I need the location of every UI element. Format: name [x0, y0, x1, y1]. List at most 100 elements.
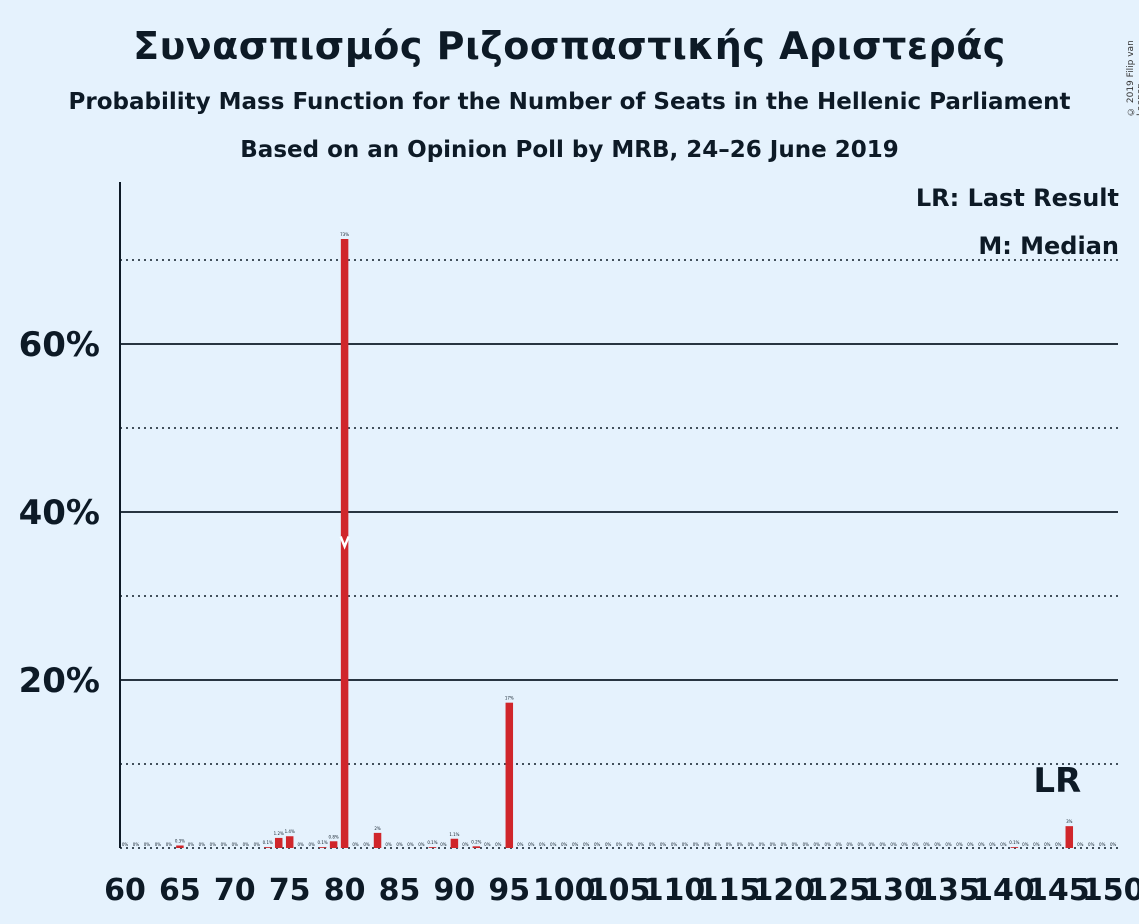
bar-value-label: 0% [847, 842, 854, 847]
x-tick-label: 85 [379, 873, 421, 908]
bar-value-label: 0.1% [318, 840, 328, 845]
x-tick-label: 70 [214, 873, 256, 908]
bar-value-label: 0% [166, 842, 173, 847]
bar-value-label: 0% [748, 842, 755, 847]
bar-value-label: 73% [340, 232, 349, 237]
bar-value-label: 0% [308, 842, 315, 847]
bar-value-label: 0% [671, 842, 678, 847]
bar-value-label: 0% [781, 842, 788, 847]
bar-value-label: 0% [188, 842, 195, 847]
bar-value-label: 0% [539, 842, 546, 847]
bar-value-label: 1.4% [285, 829, 295, 834]
bar [472, 846, 481, 848]
bar-value-label: 0% [1044, 842, 1051, 847]
bar-value-label: 0% [440, 842, 447, 847]
bar [373, 832, 382, 848]
bar [329, 841, 338, 848]
bar-value-label: 0% [627, 842, 634, 847]
bar-value-label: 0% [495, 842, 502, 847]
bar-value-label: 0% [385, 842, 392, 847]
bar-value-label: 0% [155, 842, 162, 847]
bar-value-label: 0% [1000, 842, 1007, 847]
bar-value-label: 0% [945, 842, 952, 847]
bar-value-label: 0% [967, 842, 974, 847]
bar-value-label: 0% [221, 842, 228, 847]
bar-value-label: 0% [396, 842, 403, 847]
x-tick-label: 100 [533, 873, 596, 908]
bar-value-label: 0% [407, 842, 414, 847]
x-tick-label: 145 [1027, 873, 1090, 908]
x-tick-label: 140 [972, 873, 1035, 908]
bar [505, 702, 514, 848]
bar-value-label: 0% [594, 842, 601, 847]
bar-value-label: 0% [737, 842, 744, 847]
bar-value-label: 0% [133, 842, 140, 847]
bar-value-label: 0% [989, 842, 996, 847]
median-marker [339, 536, 350, 550]
bar [285, 836, 294, 848]
bar-value-label: 0% [561, 842, 568, 847]
bar [318, 847, 327, 848]
bar-value-label: 0% [199, 842, 206, 847]
bar-value-label: 0% [550, 842, 557, 847]
bar-value-label: 0% [1088, 842, 1095, 847]
x-tick-label: 150 [1082, 873, 1139, 908]
bar-value-label: 0% [803, 842, 810, 847]
bar [1010, 847, 1019, 848]
bar-value-label: 0% [572, 842, 579, 847]
x-tick-label: 125 [807, 873, 870, 908]
bar-value-label: 0% [901, 842, 908, 847]
bar-value-label: 0% [1099, 842, 1106, 847]
bar-value-label: 0% [1110, 842, 1117, 847]
bar-value-label: 0% [682, 842, 689, 847]
x-tick-label: 115 [698, 873, 761, 908]
chart-subtitle-source: Based on an Opinion Poll by MRB, 24–26 J… [240, 137, 899, 163]
chart-subtitle: Probability Mass Function for the Number… [68, 89, 1071, 115]
bar-value-label: 0% [660, 842, 667, 847]
bar-value-label: 0% [232, 842, 239, 847]
bar-value-label: 0% [934, 842, 941, 847]
y-tick-label: 60% [19, 325, 100, 365]
bar-value-label: 0.3% [175, 838, 185, 843]
bar-value-label: 0% [868, 842, 875, 847]
bar-value-label: 3% [1066, 819, 1073, 824]
bar-value-label: 0% [298, 842, 305, 847]
bar-value-label: 1.1% [449, 832, 459, 837]
bar-value-label: 0% [890, 842, 897, 847]
bar-value-label: 0% [616, 842, 623, 847]
bar-value-label: 0.1% [427, 840, 437, 845]
bar [1065, 826, 1074, 848]
bar-value-label: 0% [144, 842, 151, 847]
bar [263, 847, 272, 848]
y-tick-label: 20% [19, 661, 100, 701]
bar-value-label: 0% [879, 842, 886, 847]
bar-value-label: 0% [363, 842, 370, 847]
x-tick-label: 135 [917, 873, 980, 908]
bar-value-label: 0% [484, 842, 491, 847]
bar-value-label: 0% [122, 842, 129, 847]
bar [450, 838, 459, 848]
x-tick-label: 60 [104, 873, 146, 908]
bar [274, 837, 283, 848]
legend-last-result: LR: Last Result [915, 184, 1119, 212]
bar-value-label: 0% [814, 842, 821, 847]
chart-title: Συνασπισμός Ριζοσπαστικής Αριστεράς [133, 24, 1006, 68]
bar-value-label: 0% [605, 842, 612, 847]
bar-value-label: 0% [693, 842, 700, 847]
bar-value-label: 0% [825, 842, 832, 847]
bar-value-label: 0.2% [471, 839, 481, 844]
bar-value-label: 0% [923, 842, 930, 847]
bar-value-label: 0% [715, 842, 722, 847]
x-tick-label: 130 [862, 873, 925, 908]
bar-value-label: 17% [505, 696, 514, 701]
bar-value-label: 0% [528, 842, 535, 847]
bar-value-label: 0% [1033, 842, 1040, 847]
x-tick-label: 95 [488, 873, 530, 908]
x-tick-label: 90 [434, 873, 476, 908]
x-tick-label: 80 [324, 873, 366, 908]
x-tick-label: 65 [159, 873, 201, 908]
bar-value-label: 1.2% [274, 831, 284, 836]
bar-value-label: 0% [956, 842, 963, 847]
